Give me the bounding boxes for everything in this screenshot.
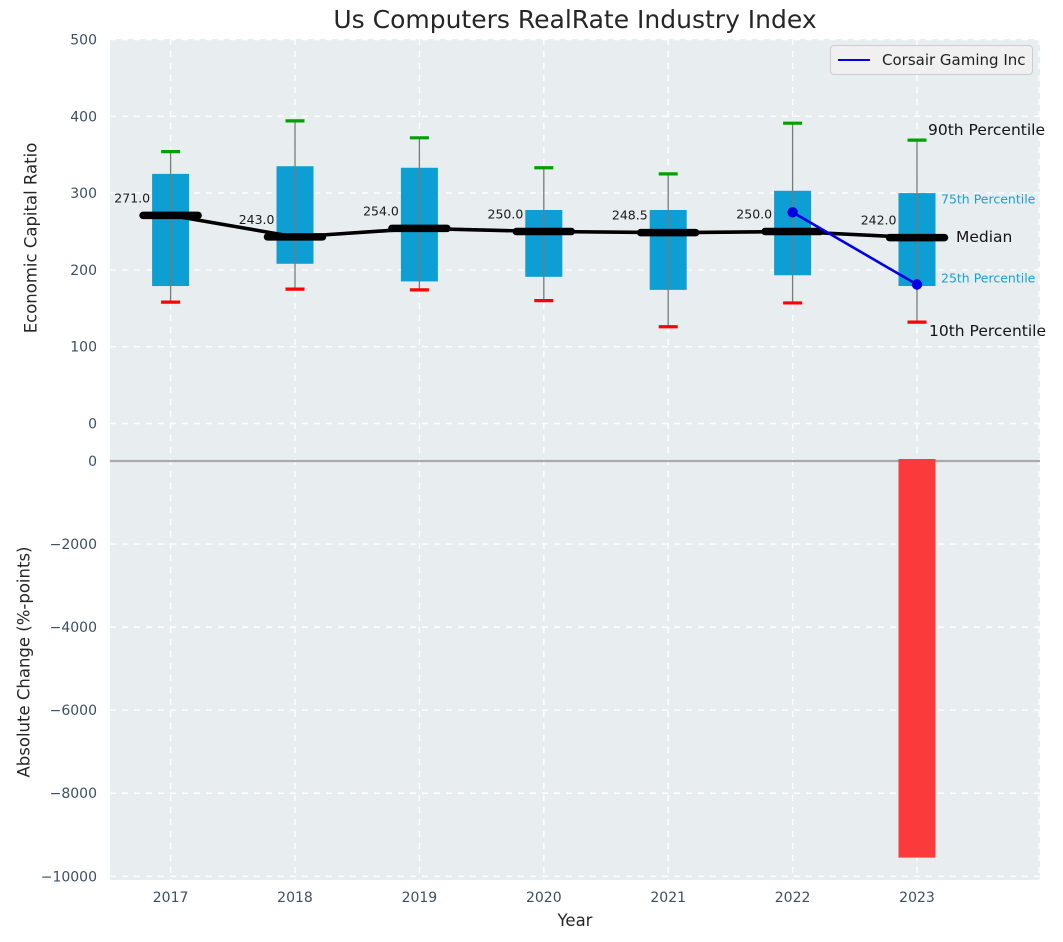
x-tick-label: 2019 — [402, 890, 438, 906]
bottom-y-tick-label: −4000 — [50, 620, 97, 636]
x-tick-label: 2020 — [526, 890, 562, 906]
annotation-75th-percentile: 75th Percentile — [941, 191, 1036, 207]
x-tick-label: 2017 — [153, 890, 189, 906]
x-tick-label: 2023 — [899, 890, 935, 906]
x-tick-label: 2018 — [277, 890, 313, 906]
bottom-y-tick-label: 0 — [88, 454, 97, 470]
change-bar-2023 — [898, 459, 936, 858]
annotation-10th-percentile: 10th Percentile — [929, 321, 1047, 340]
company-point-2023 — [911, 279, 923, 290]
legend-line-swatch — [838, 59, 870, 61]
median-value-label-2018: 243.0 — [239, 212, 275, 227]
bottom-y-tick-label: −6000 — [50, 703, 97, 719]
annotation-median: Median — [956, 227, 1013, 246]
panel-background — [110, 39, 1040, 880]
chart-title: Us Computers RealRate Industry Index — [333, 5, 817, 34]
top-y-tick-label: 100 — [70, 340, 97, 356]
median-value-label-2020: 250.0 — [488, 207, 524, 222]
top-y-axis-label: Economic Capital Ratio — [21, 142, 41, 334]
median-value-label-2023: 242.0 — [861, 213, 897, 228]
legend-label: Corsair Gaming Inc — [882, 51, 1026, 69]
x-axis-label: Year — [557, 911, 593, 930]
top-y-tick-label: 300 — [70, 186, 97, 202]
median-value-label-2021: 248.5 — [612, 208, 648, 223]
top-y-tick-label: 200 — [70, 263, 97, 279]
median-value-label-2017: 271.0 — [114, 190, 150, 205]
median-value-label-2019: 254.0 — [363, 203, 399, 218]
x-tick-label: 2022 — [775, 890, 811, 906]
bottom-y-tick-label: −2000 — [50, 537, 97, 553]
top-y-tick-label: 500 — [70, 33, 97, 49]
top-y-tick-label: 400 — [70, 109, 97, 125]
median-value-label-2022: 250.0 — [736, 207, 772, 222]
annotation-25th-percentile: 25th Percentile — [941, 270, 1036, 286]
company-line — [791, 211, 918, 286]
top-y-tick-label: 0 — [88, 417, 97, 433]
legend: Corsair Gaming Inc — [830, 45, 1033, 75]
bottom-y-axis-label: Absolute Change (%-points) — [14, 546, 34, 778]
bottom-y-tick-label: −8000 — [50, 786, 97, 802]
x-tick-label: 2021 — [650, 890, 686, 906]
bottom-y-tick-label: −10000 — [41, 869, 97, 885]
company-point-2022 — [787, 207, 798, 218]
annotation-90th-percentile: 90th Percentile — [928, 120, 1046, 139]
